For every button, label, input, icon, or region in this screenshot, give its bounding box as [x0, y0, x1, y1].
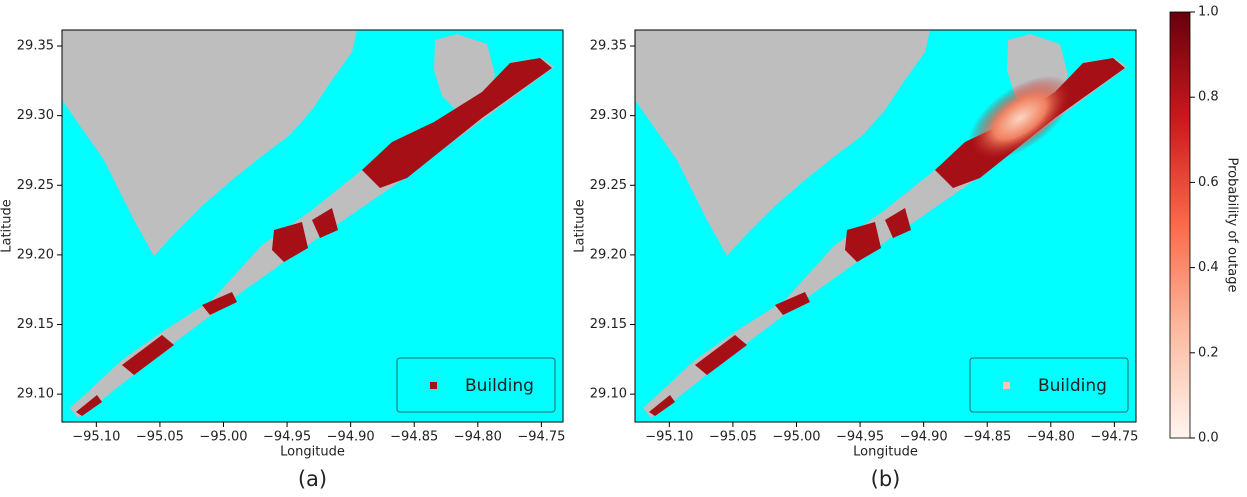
x-tick-label: −95.05: [136, 430, 184, 445]
x-tick-label: −95.10: [645, 430, 693, 445]
x-tick-label: −94.95: [263, 430, 311, 445]
colorbar-tick-label: 0.0: [1198, 431, 1219, 446]
y-tick-label: 29.25: [590, 178, 627, 193]
x-tick-label: −94.80: [1027, 430, 1075, 445]
legend-label: Building: [1038, 376, 1107, 396]
y-tick-label: 29.10: [17, 387, 54, 402]
x-tick-label: −94.95: [836, 430, 884, 445]
x-tick-label: −94.90: [327, 430, 375, 445]
x-tick-label: −94.80: [454, 430, 502, 445]
colorbar-tick-label: 0.2: [1198, 345, 1219, 360]
y-tick-label: 29.30: [17, 108, 54, 123]
legend-label: Building: [465, 376, 534, 396]
legend-box: [969, 357, 1129, 413]
y-axis-label: Latitude: [0, 199, 15, 253]
x-axis-label: Longitude: [280, 445, 345, 460]
caption: (a): [298, 467, 327, 491]
y-tick-label: 29.25: [17, 178, 54, 193]
colorbar-tick-label: 0.4: [1198, 260, 1219, 275]
x-tick-label: −95.00: [772, 430, 820, 445]
x-tick-label: −95.10: [72, 430, 120, 445]
x-tick-label: −94.85: [963, 430, 1011, 445]
legend-marker: [1003, 382, 1010, 389]
map-panel: [635, 30, 1136, 422]
y-tick-label: 29.10: [590, 387, 627, 402]
colorbar-tick-label: 0.6: [1198, 175, 1219, 190]
y-axis-label: Latitude: [573, 199, 588, 253]
colorbar-tick-label: 1.0: [1198, 5, 1219, 20]
y-tick-label: 29.15: [17, 317, 54, 332]
y-tick-label: 29.30: [590, 108, 627, 123]
hotspot: [967, 75, 1073, 161]
y-tick-label: 29.20: [590, 247, 627, 262]
x-tick-label: −94.75: [517, 430, 565, 445]
axes-frame: [61, 29, 564, 423]
colorbar-tick-label: 0.8: [1198, 90, 1219, 105]
x-axis-label: Longitude: [853, 445, 918, 460]
axes-frame: [634, 29, 1137, 423]
legend-marker: [430, 382, 437, 389]
x-tick-label: −95.00: [199, 430, 247, 445]
y-tick-label: 29.35: [17, 39, 54, 54]
x-tick-label: −94.75: [1090, 430, 1138, 445]
y-tick-label: 29.20: [17, 247, 54, 262]
x-tick-label: −95.05: [709, 430, 757, 445]
y-tick-label: 29.15: [590, 317, 627, 332]
colorbar-label: Probability of outage: [1225, 157, 1240, 292]
colorbar: [1169, 11, 1191, 439]
caption: (b): [871, 467, 901, 491]
x-tick-label: −94.90: [900, 430, 948, 445]
y-tick-label: 29.35: [590, 39, 627, 54]
legend-box: [396, 357, 556, 413]
x-tick-label: −94.85: [390, 430, 438, 445]
